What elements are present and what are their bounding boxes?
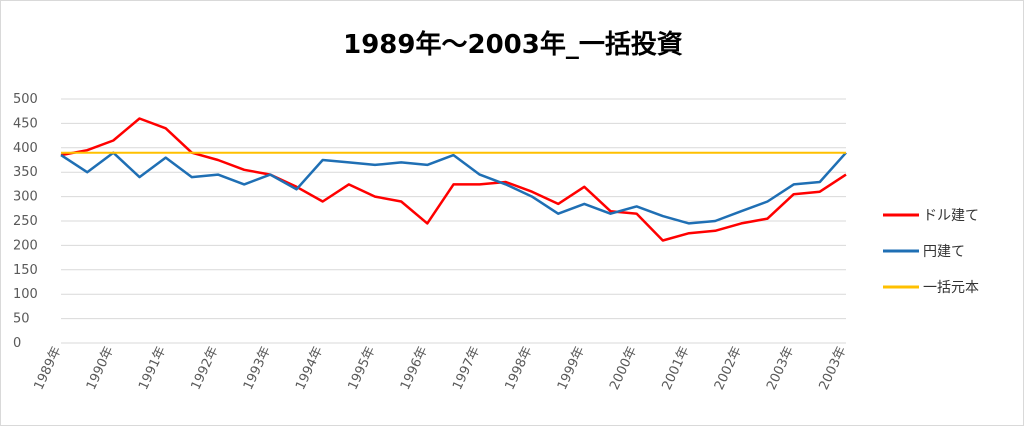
gridlines [61, 98, 846, 344]
x-tick-label: 1998年 [503, 344, 536, 392]
legend-label: 一括元本 [923, 280, 979, 296]
y-tick-label: 500 [13, 92, 38, 107]
y-tick-label: 400 [13, 141, 38, 156]
series-line-2 [60, 151, 847, 225]
x-tick-label: 1993年 [241, 344, 274, 392]
x-axis-ticks: 1989年 1990年 1991年 1992年 1993年 1994年 1995年 1996年… [32, 344, 850, 392]
x-tick-label: 1989年 [32, 344, 65, 392]
y-tick-label: 350 [13, 165, 38, 180]
y-tick-label: 0 [13, 336, 21, 351]
legend-label: ドル建て [923, 208, 979, 224]
x-tick-label: 1995年 [346, 344, 379, 392]
y-tick-label: 300 [13, 190, 38, 205]
y-tick-label: 50 [13, 312, 30, 327]
x-tick-label: 1992年 [189, 344, 222, 392]
x-tick-label: 1990年 [84, 344, 117, 392]
x-tick-label: 1991年 [136, 344, 169, 392]
y-tick-label: 200 [13, 238, 38, 253]
x-tick-label: 1994年 [293, 344, 326, 392]
y-tick-label: 250 [13, 214, 38, 229]
chart-title: 1989年～2003年_一括投資 [343, 29, 683, 60]
y-tick-label: 100 [13, 287, 38, 302]
x-tick-label: 1996年 [398, 344, 431, 392]
y-tick-label: 150 [13, 263, 38, 278]
series-lines [60, 117, 847, 242]
legend-label: 円建て [923, 244, 965, 260]
series-line-1 [60, 117, 847, 242]
x-tick-label: 1999年 [555, 344, 588, 392]
x-tick-label: 2003年 [764, 344, 797, 392]
y-axis-ticks: 0 50 100 150 200 250 300 350 400 450 500 [13, 92, 38, 351]
x-tick-label: 2000年 [607, 344, 640, 392]
x-tick-label: 1997年 [450, 344, 483, 392]
x-tick-label: 2002年 [712, 344, 745, 392]
x-tick-label: 2001年 [660, 344, 693, 392]
x-tick-label: 2003年 [817, 344, 850, 392]
y-tick-label: 450 [13, 116, 38, 131]
